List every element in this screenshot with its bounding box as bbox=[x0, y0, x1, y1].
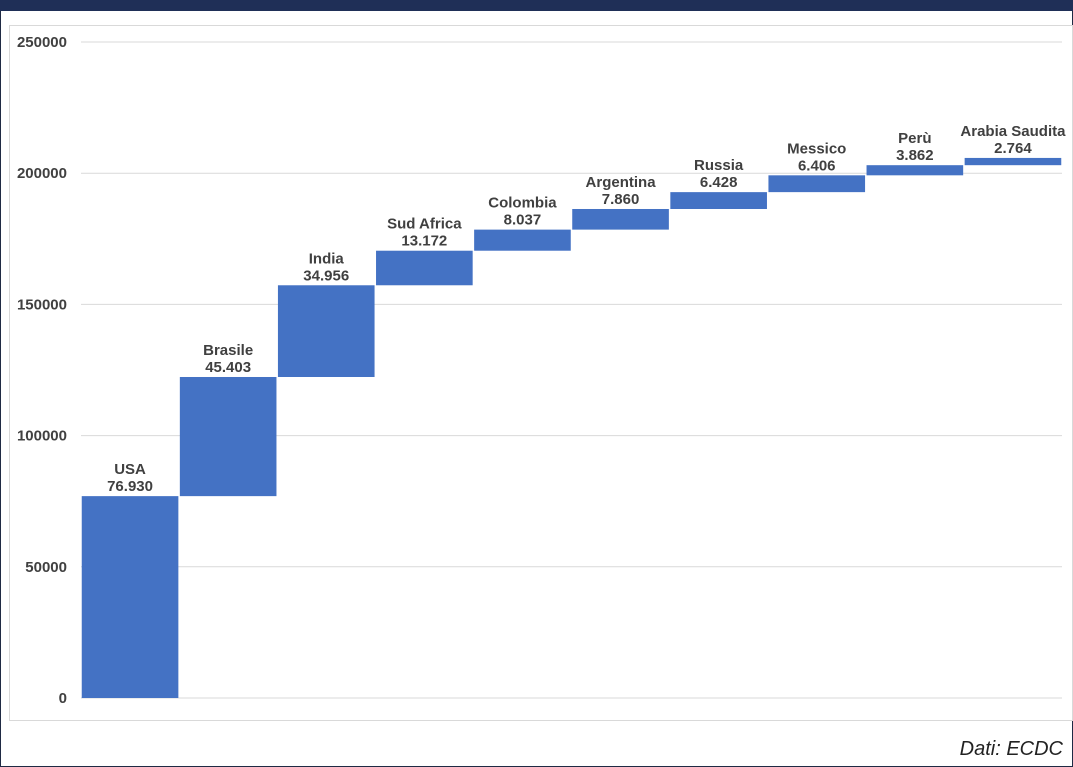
bar-messico bbox=[768, 175, 866, 193]
header-bar bbox=[0, 0, 1073, 11]
value-label: 45.403 bbox=[205, 359, 251, 376]
y-tick-label: 150000 bbox=[17, 296, 67, 313]
category-label: Brasile bbox=[203, 342, 253, 359]
bar-russia bbox=[670, 192, 767, 209]
category-label: USA bbox=[114, 461, 146, 478]
bar-brasile bbox=[179, 376, 277, 497]
value-label: 3.862 bbox=[896, 147, 934, 164]
value-label: 13.172 bbox=[401, 233, 447, 250]
bar-india bbox=[277, 285, 375, 377]
category-label: Argentina bbox=[586, 174, 657, 191]
bar-perù bbox=[866, 165, 964, 176]
y-tick-label: 250000 bbox=[17, 34, 67, 51]
bar-sud-africa bbox=[376, 250, 473, 286]
value-label: 6.428 bbox=[700, 174, 738, 191]
bar-arabia-saudita bbox=[964, 157, 1062, 166]
category-label: Arabia Saudita bbox=[960, 123, 1066, 140]
category-label: Perù bbox=[898, 130, 931, 147]
category-label: Messico bbox=[787, 140, 846, 157]
value-label: 76.930 bbox=[107, 478, 153, 495]
value-label: 7.860 bbox=[602, 191, 640, 208]
bar-argentina bbox=[572, 208, 669, 230]
category-label: Colombia bbox=[488, 195, 557, 212]
y-tick-label: 0 bbox=[59, 690, 67, 707]
bar-usa bbox=[81, 496, 179, 698]
value-label: 8.037 bbox=[504, 212, 542, 229]
source-note: Dati: ECDC bbox=[959, 738, 1063, 760]
category-label: Sud Africa bbox=[387, 216, 462, 233]
bar-colombia bbox=[474, 229, 571, 251]
bars bbox=[81, 157, 1062, 698]
category-label: Russia bbox=[694, 157, 744, 174]
chart-area: 0 50000 100000 150000 200000 250000 USA 76.930… bbox=[9, 25, 1073, 721]
y-tick-label: 200000 bbox=[17, 165, 67, 182]
value-label: 34.956 bbox=[303, 267, 349, 284]
y-tick-label: 50000 bbox=[25, 559, 67, 576]
value-label: 6.406 bbox=[798, 157, 836, 174]
waterfall-chart: 0 50000 100000 150000 200000 250000 USA76.930… bbox=[17, 34, 1066, 707]
y-axis: 0 50000 100000 150000 200000 250000 bbox=[17, 34, 67, 707]
category-label: India bbox=[309, 250, 345, 267]
value-label: 2.764 bbox=[994, 140, 1032, 157]
y-tick-label: 100000 bbox=[17, 428, 67, 445]
